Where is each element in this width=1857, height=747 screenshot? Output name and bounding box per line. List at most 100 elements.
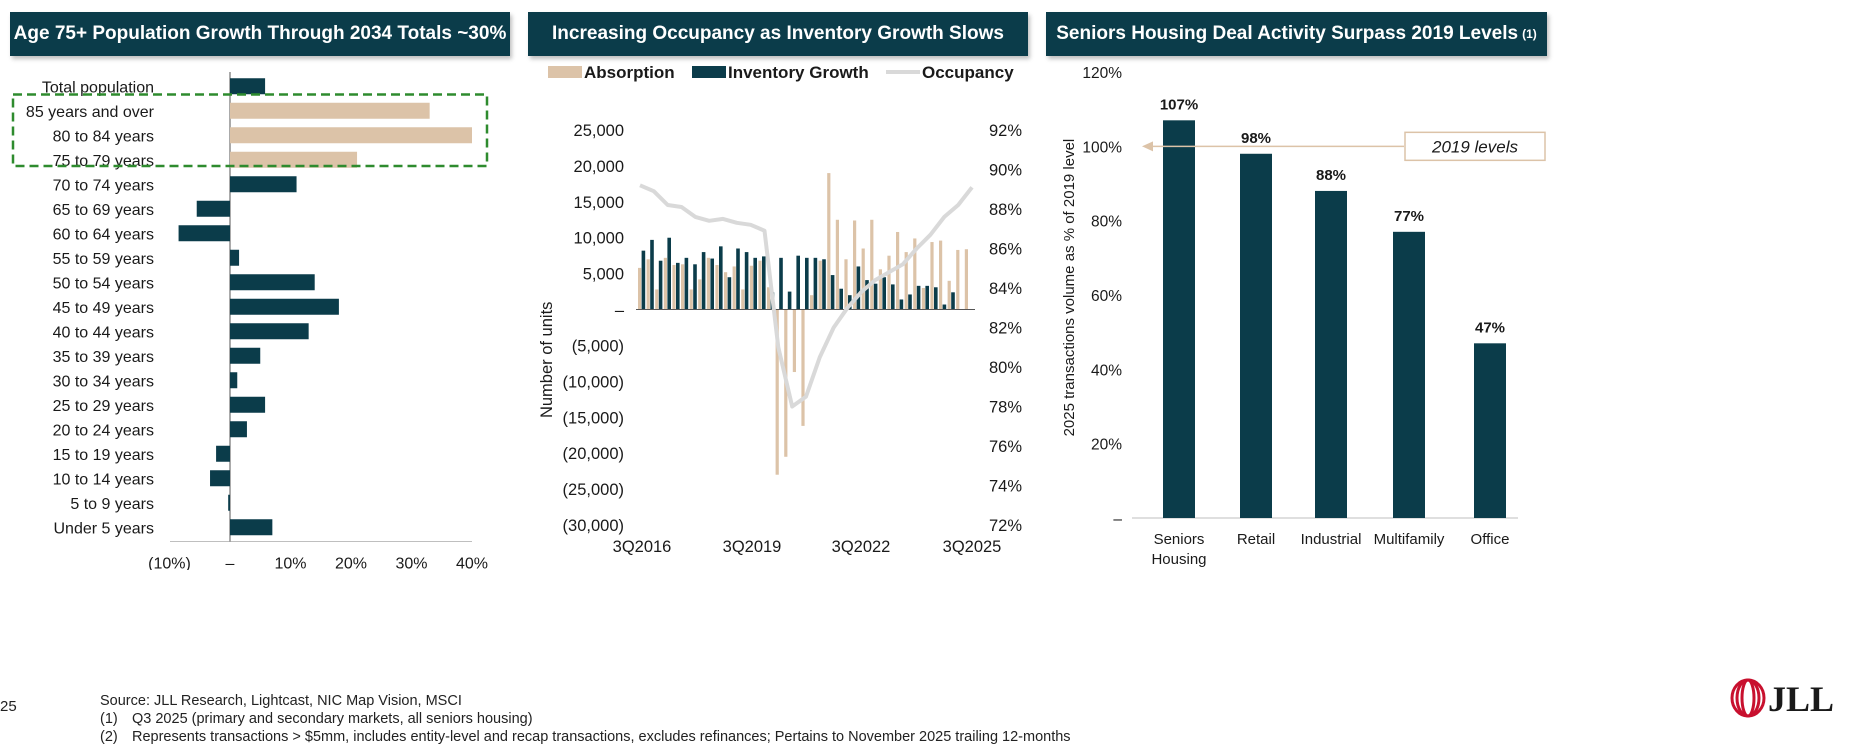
category-label: 25 to 29 years xyxy=(53,398,154,415)
category-label: 10 to 14 years xyxy=(53,471,154,488)
legend-swatch-inventory-growth xyxy=(692,66,726,78)
right-panel-title: Seniors Housing Deal Activity Surpass 20… xyxy=(1046,12,1547,56)
absorption-bar xyxy=(939,240,943,310)
footnote-2-number: (2) xyxy=(100,729,118,745)
absorption-bar xyxy=(698,279,702,310)
bar-80-to-84-years xyxy=(230,127,472,144)
absorption-bar xyxy=(810,295,814,310)
category-label: Multifamily xyxy=(1374,531,1445,548)
x-tick-label: – xyxy=(226,556,235,571)
reference-label: 2019 levels xyxy=(1431,137,1519,156)
absorption-bar xyxy=(861,248,865,310)
bar-45-to-49-years xyxy=(230,298,339,315)
inventory-growth-bar xyxy=(684,257,689,310)
bar-10-to-14-years xyxy=(210,470,230,487)
y-tick-label: – xyxy=(1113,511,1122,528)
bar-30-to-34-years xyxy=(230,372,238,389)
category-label: 15 to 19 years xyxy=(53,447,154,464)
absorption-bar xyxy=(913,238,917,310)
inventory-growth-bar xyxy=(951,292,955,310)
category-label: 85 years and over xyxy=(26,104,155,121)
inventory-growth-bar xyxy=(787,291,792,310)
x-tick-label: 3Q2022 xyxy=(832,538,891,556)
left-y-tick-label: (10,000) xyxy=(563,373,624,391)
absorption-bar xyxy=(663,257,667,310)
left-panel-title: Age 75+ Population Growth Through 2034 T… xyxy=(10,12,510,56)
legend-label: Inventory Growth xyxy=(728,63,869,82)
footnote-2-text: Represents transactions > $5mm, includes… xyxy=(132,729,1071,745)
inventory-growth-bar xyxy=(813,257,818,310)
inventory-growth-bar xyxy=(891,284,895,310)
category-label: Seniors xyxy=(1154,531,1205,548)
inventory-growth-bar xyxy=(796,255,800,310)
bar-office xyxy=(1474,343,1506,518)
left-y-tick-label: 10,000 xyxy=(574,230,624,248)
deal-activity-chart: – 20% 40% 60% 80% 100% 120% 2025 transactions v… xyxy=(1061,65,1546,568)
left-y-tick-label: 15,000 xyxy=(574,194,624,212)
bar-multifamily xyxy=(1393,231,1425,519)
y-tick-label: 80% xyxy=(1091,214,1122,231)
data-label: 107% xyxy=(1160,96,1198,113)
x-tick-label: 3Q2019 xyxy=(723,538,782,556)
inventory-growth-bar xyxy=(753,257,757,310)
inventory-growth-bar xyxy=(925,285,929,310)
absorption-bar xyxy=(689,289,693,310)
category-label: 70 to 74 years xyxy=(53,177,154,194)
right-title-footnote-marker: (1) xyxy=(1522,27,1537,41)
x-tick-label: 10% xyxy=(274,556,306,571)
y-axis-label: 2025 transactions volume as % of 2019 le… xyxy=(1061,139,1078,437)
category-label: 80 to 84 years xyxy=(53,128,154,145)
category-label: Retail xyxy=(1237,531,1275,548)
y-axis-label: Number of units xyxy=(538,302,556,418)
inventory-growth-bar xyxy=(676,262,680,310)
occupancy-chart: Absorption Inventory Growth Occupancy 25,00… xyxy=(538,63,1022,556)
source-note: Source: JLL Research, Lightcast, NIC Map… xyxy=(100,693,462,709)
inventory-growth-bar xyxy=(839,288,843,310)
inventory-growth-bar xyxy=(650,239,654,310)
highlight-box-75-plus xyxy=(11,93,489,168)
absorption-bar xyxy=(878,269,882,310)
absorption-bar xyxy=(853,220,857,310)
bar-25-to-29-years xyxy=(230,396,266,413)
footnotes: Source: JLL Research, Lightcast, NIC Map… xyxy=(100,692,1071,746)
inventory-growth-bar xyxy=(710,258,714,310)
data-label: 47% xyxy=(1475,319,1505,336)
right-y-tick-label: 76% xyxy=(989,438,1022,456)
reference-arrow-head-icon xyxy=(1142,141,1153,152)
bar-15-to-19-years xyxy=(216,445,230,462)
absorption-bar xyxy=(956,249,960,310)
inventory-growth-bar xyxy=(882,277,886,310)
category-label: Housing xyxy=(1151,551,1206,568)
absorption-bar xyxy=(724,272,728,310)
y-tick-label: 40% xyxy=(1091,362,1122,379)
inventory-growth-bar xyxy=(736,248,740,310)
category-label: 50 to 54 years xyxy=(53,275,154,292)
jll-logo-mark-icon xyxy=(1730,678,1766,718)
bar-70-to-74-years xyxy=(230,176,297,193)
occupancy-line xyxy=(639,183,974,409)
x-tick-label: 20% xyxy=(335,556,367,571)
category-label: 55 to 59 years xyxy=(53,251,154,268)
bar-65-to-69-years xyxy=(196,200,230,217)
bar-seniors-housing xyxy=(1163,120,1195,519)
absorption-bar xyxy=(792,309,796,373)
right-y-tick-label: 74% xyxy=(989,478,1022,496)
bar-55-to-59-years xyxy=(230,249,240,266)
absorption-bar xyxy=(896,231,900,310)
inventory-growth-bar xyxy=(658,260,663,310)
right-y-tick-label: 72% xyxy=(989,517,1022,535)
absorption-bar xyxy=(870,219,874,310)
absorption-bar xyxy=(767,287,771,310)
absorption-bar xyxy=(646,259,650,310)
data-label: 77% xyxy=(1394,208,1424,225)
category-label: 40 to 44 years xyxy=(53,324,154,341)
inventory-growth-bar xyxy=(779,257,783,310)
legend-label: Occupancy xyxy=(922,63,1014,82)
right-y-tick-label: 80% xyxy=(989,359,1022,377)
y-tick-label: 60% xyxy=(1091,288,1122,305)
inventory-growth-bar xyxy=(744,252,749,310)
bar-industrial xyxy=(1315,190,1347,518)
right-y-tick-label: 82% xyxy=(989,320,1022,338)
absorption-bar xyxy=(818,260,822,310)
absorption-bar xyxy=(655,289,659,310)
